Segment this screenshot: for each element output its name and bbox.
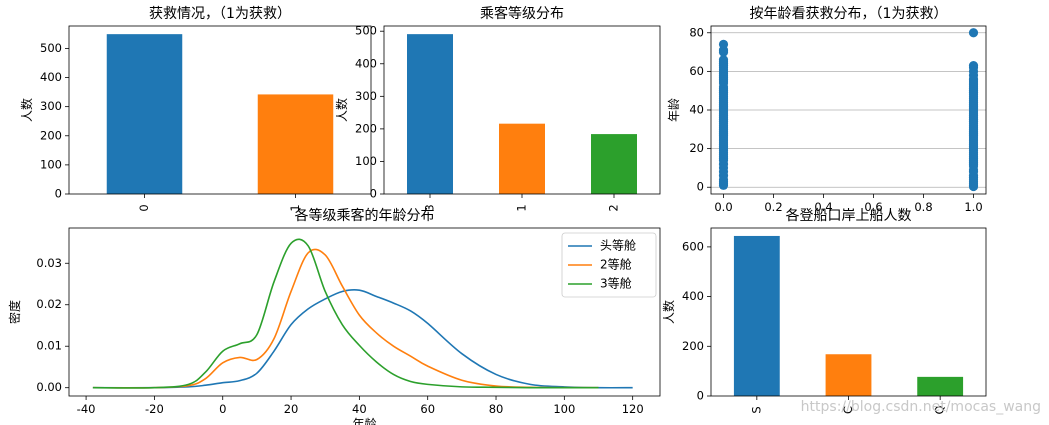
age_scatter-xtick-label: 1.0 (964, 200, 982, 214)
pclass-ytick-label: 200 (355, 121, 377, 135)
age_scatter-point (718, 55, 729, 65)
age_kde-xtick-label: -40 (77, 402, 96, 416)
survived-ylabel: 人数 (19, 98, 34, 122)
survived-ytick-label: 500 (40, 41, 62, 55)
survived-xtick-label: 1 (288, 204, 302, 211)
embarked-ytick-label: 200 (682, 339, 704, 353)
watermark: https://blog.csdn.net/mocas_wang (800, 399, 1041, 415)
survived-ytick-label: 0 (55, 187, 62, 201)
survived-xtick-label: 0 (137, 204, 151, 211)
age_kde-title: 各等级乘客的年龄分布 (295, 207, 435, 224)
pclass-xtick-label: 3 (423, 204, 437, 211)
embarked-ytick-label: 400 (682, 289, 704, 303)
age_kde-line-2 (92, 248, 599, 389)
pclass-bar-3 (407, 34, 453, 195)
survived-ytick-label: 400 (40, 70, 62, 84)
age_kde-xtick-label: 120 (622, 402, 644, 416)
embarked-frame (710, 227, 987, 397)
embarked-bar-Q (917, 376, 964, 396)
age_kde-legend-label: 2等舱 (600, 258, 632, 272)
survived-ytick-label: 300 (40, 99, 62, 113)
embarked-title: 各登船口岸上船人数 (786, 208, 912, 224)
age_scatter-title: 按年龄看获救分布，（1为获救） (750, 6, 948, 22)
embarked-ytick-label: 0 (697, 389, 704, 403)
age_kde-xtick-label: 40 (352, 402, 367, 416)
survived-bar-1 (257, 94, 334, 194)
pclass-ytick-label: 400 (355, 56, 377, 70)
age_scatter-xtick-label: 0.2 (764, 200, 782, 214)
age_kde-xtick-label: 100 (553, 402, 575, 416)
pclass-title: 乘客等级分布 (480, 5, 564, 22)
age_kde-ytick-label: 0.03 (36, 256, 62, 270)
age_scatter-xtick-label: 0.0 (714, 200, 732, 214)
age_kde-ytick-label: 0.00 (36, 380, 62, 394)
age_kde-xtick-label: 80 (489, 402, 504, 416)
age_scatter-ytick-label: 20 (689, 141, 704, 155)
age_kde-line-3 (92, 238, 599, 389)
age_scatter-point (968, 60, 979, 71)
age_kde-ylabel: 密度 (7, 300, 22, 324)
survived-bar-0 (106, 34, 183, 194)
age_kde-legend-label: 3等舱 (600, 277, 632, 291)
age_scatter-point (718, 39, 729, 49)
age_scatter-point (968, 28, 979, 38)
age_kde-xtick-label: 60 (420, 402, 435, 416)
embarked-xtick-label: S (749, 406, 763, 413)
age_kde-legend-label: 头等舱 (600, 239, 636, 253)
age_kde-xtick-label: -20 (145, 402, 164, 416)
age_kde-xtick-label: 20 (284, 402, 299, 416)
pclass-xtick-label: 1 (515, 204, 529, 211)
age_scatter-xtick-label: 0.6 (864, 200, 882, 214)
age_scatter-xtick-label: 0.4 (814, 200, 832, 214)
pclass-ylabel: 人数 (334, 98, 349, 122)
age_kde-legend (561, 232, 657, 298)
age_kde-xlabel: 年龄 (352, 417, 376, 425)
survived-ytick-label: 200 (40, 128, 62, 142)
pclass-ytick-label: 300 (355, 89, 377, 103)
survived-title: 获救情况，（1为获救） (149, 6, 291, 22)
embarked-bar-S (733, 235, 780, 396)
pclass-xtick-label: 2 (607, 204, 621, 211)
age_scatter-ylabel: 年龄 (667, 98, 681, 122)
pclass-ytick-label: 0 (370, 187, 377, 201)
age_kde-line-1 (92, 289, 633, 389)
age_scatter-frame (710, 25, 987, 195)
age_scatter-ytick-label: 40 (689, 103, 704, 117)
age_scatter-ytick-label: 80 (689, 25, 704, 39)
age_kde-frame (68, 227, 661, 397)
age_scatter-ytick-label: 60 (689, 64, 704, 78)
pclass-bar-1 (499, 123, 545, 194)
pclass-ytick-label: 500 (355, 24, 377, 38)
survived-ytick-label: 100 (40, 157, 62, 171)
age_scatter-ytick-label: 0 (697, 180, 704, 194)
pclass-frame (383, 25, 661, 195)
age_scatter-xtick-label: 0.8 (914, 200, 932, 214)
pclass-ytick-label: 100 (355, 154, 377, 168)
embarked-xtick-label: Q (933, 405, 947, 414)
age_kde-ytick-label: 0.02 (36, 297, 62, 311)
pclass-bar-2 (591, 134, 637, 194)
embarked-ytick-label: 600 (682, 239, 704, 253)
age_kde-xtick-label: 0 (219, 402, 226, 416)
embarked-xtick-label: C (841, 406, 855, 414)
embarked-bar-C (825, 354, 872, 396)
embarked-ylabel: 人数 (661, 300, 676, 324)
survived-frame (68, 25, 372, 195)
age_kde-ytick-label: 0.01 (36, 339, 62, 353)
